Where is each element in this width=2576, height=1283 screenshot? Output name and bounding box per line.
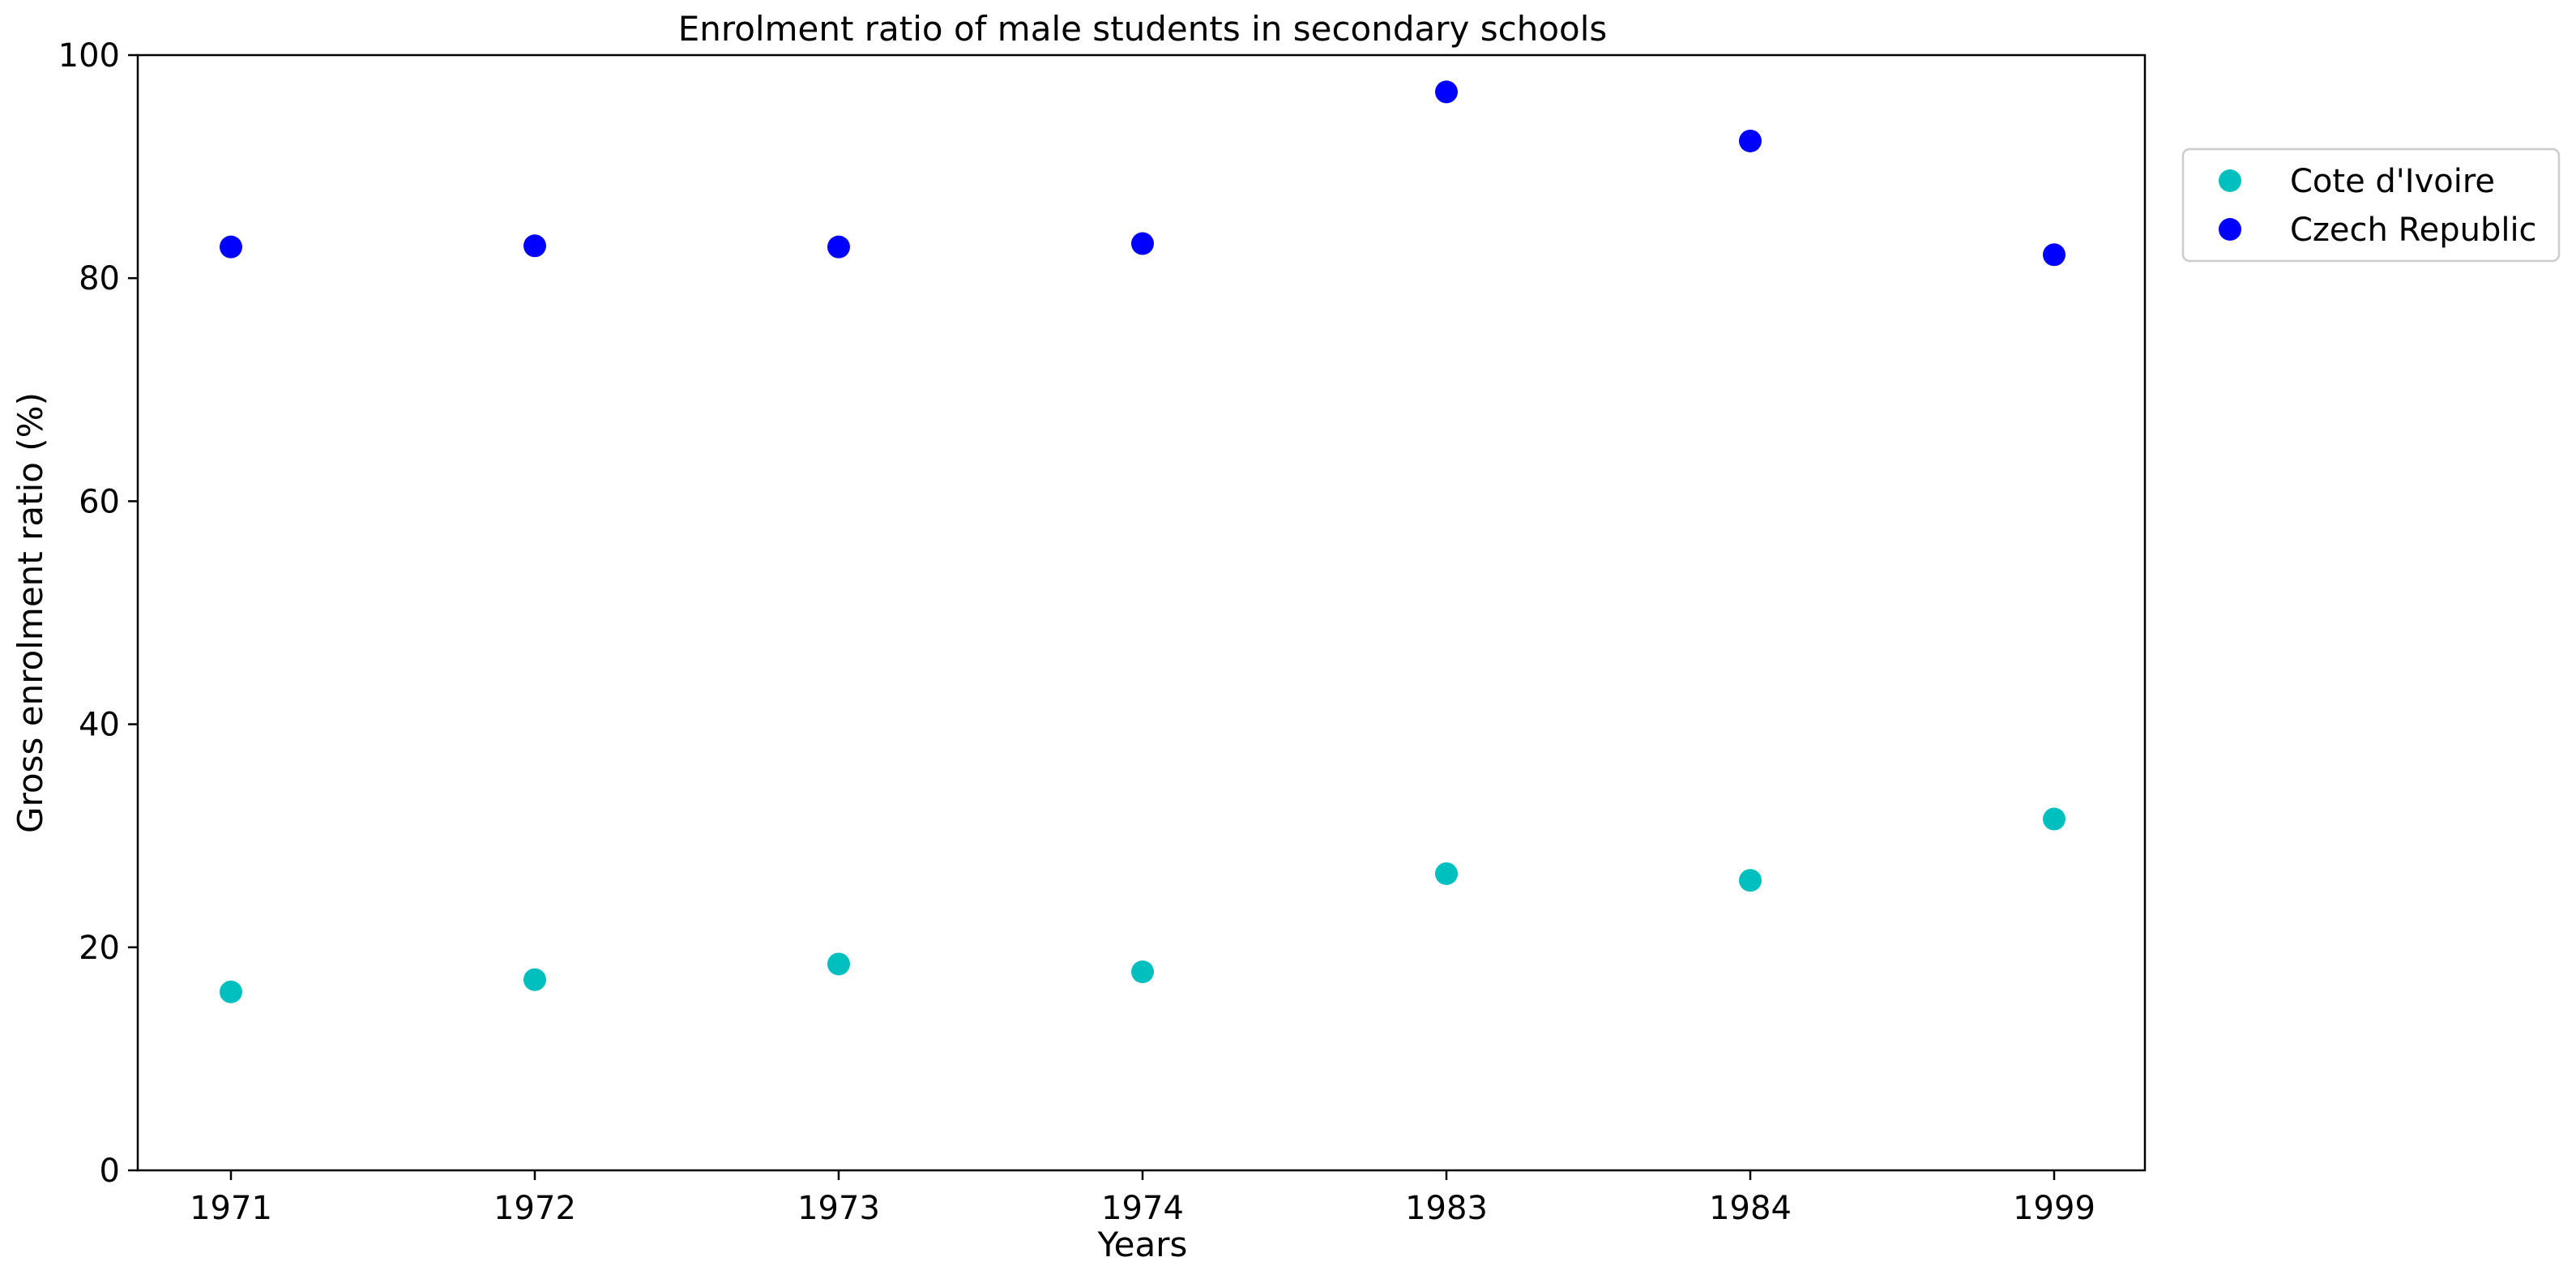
x-tick-label: 1974 — [1101, 1190, 1184, 1227]
point-cote-d-ivoire-1972 — [523, 968, 546, 991]
point-czech-republic-1973 — [827, 235, 850, 259]
y-tick-label: 20 — [79, 930, 120, 967]
point-cote-d-ivoire-1984 — [1739, 869, 1762, 892]
legend-marker — [2219, 169, 2241, 192]
point-czech-republic-1999 — [2043, 243, 2065, 267]
legend-marker — [2219, 218, 2241, 241]
y-tick-label: 40 — [79, 707, 120, 744]
x-axis: 1971 1972 1973 1974 1983 1984 1999 — [190, 1170, 2095, 1227]
y-axis: 0 20 40 60 80 100 — [58, 37, 138, 1190]
point-czech-republic-1984 — [1739, 129, 1762, 152]
x-tick-label: 1973 — [797, 1190, 880, 1227]
legend-box — [2181, 148, 2561, 263]
point-czech-republic-1971 — [220, 235, 242, 259]
chart-title: Enrolment ratio of male students in seco… — [678, 9, 1608, 49]
legend-label: Cote d'Ivoire — [2290, 163, 2495, 200]
x-tick-label: 1972 — [493, 1190, 576, 1227]
legend: Cote d'Ivoire Czech Republic — [2181, 148, 2561, 263]
point-czech-republic-1983 — [1435, 80, 1458, 104]
x-axis-label: Years — [1097, 1225, 1188, 1264]
y-axis-label: Gross enrolment ratio (%) — [11, 392, 50, 833]
point-cote-d-ivoire-1999 — [2043, 807, 2065, 831]
x-tick-label: 1983 — [1405, 1190, 1488, 1227]
y-tick-label: 0 — [100, 1153, 120, 1190]
point-czech-republic-1974 — [1131, 232, 1154, 255]
point-cote-d-ivoire-1973 — [827, 952, 850, 976]
y-tick-label: 100 — [58, 37, 120, 75]
point-cote-d-ivoire-1974 — [1131, 960, 1154, 984]
data-points — [220, 80, 2065, 1003]
y-tick-label: 60 — [79, 483, 120, 520]
plot-area — [136, 53, 2147, 1172]
y-tick-label: 80 — [79, 260, 120, 297]
legend-label: Czech Republic — [2290, 212, 2537, 249]
x-tick-label: 1971 — [190, 1190, 272, 1227]
point-czech-republic-1972 — [523, 234, 546, 258]
point-cote-d-ivoire-1983 — [1435, 862, 1458, 885]
point-cote-d-ivoire-1971 — [220, 980, 242, 1003]
x-tick-label: 1984 — [1709, 1190, 1792, 1227]
x-tick-label: 1999 — [2013, 1190, 2095, 1227]
